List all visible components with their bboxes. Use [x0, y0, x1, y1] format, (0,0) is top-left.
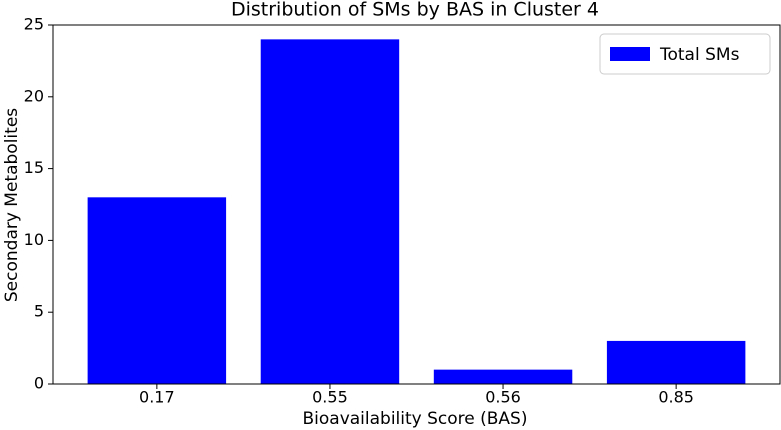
y-tick-label: 20 [24, 86, 44, 105]
bar [606, 340, 746, 384]
bar [87, 197, 227, 384]
legend-label: Total SMs [659, 45, 740, 65]
y-tick-label: 5 [34, 302, 44, 321]
chart-title: Distribution of SMs by BAS in Cluster 4 [231, 0, 599, 21]
x-tick-label: 0.55 [312, 388, 348, 407]
y-tick-label: 15 [24, 158, 44, 177]
x-tick-label: 0.85 [658, 388, 694, 407]
y-axis-label: Secondary Metabolites [2, 108, 22, 302]
y-tick-label: 25 [24, 15, 44, 34]
legend-box [599, 33, 771, 75]
x-tick-label: 0.56 [485, 388, 521, 407]
x-tick-label: 0.17 [139, 388, 175, 407]
plot-frame [52, 24, 781, 385]
y-tick-label: 10 [24, 230, 44, 249]
legend-swatch [610, 47, 650, 61]
bar [260, 39, 400, 385]
x-axis-label: Bioavailability Score (BAS) [302, 409, 527, 429]
bar [433, 369, 573, 384]
y-tick-label: 0 [34, 374, 44, 393]
